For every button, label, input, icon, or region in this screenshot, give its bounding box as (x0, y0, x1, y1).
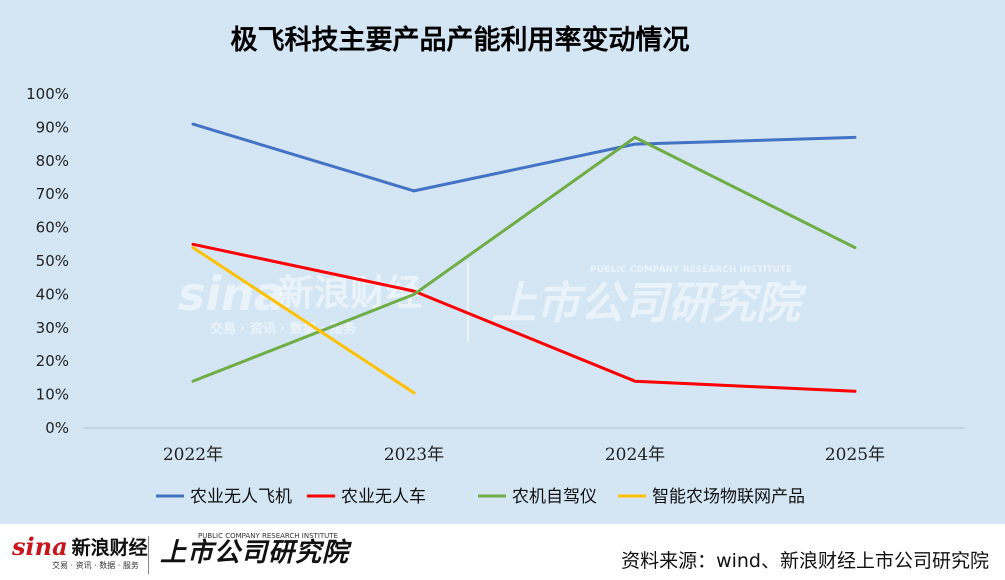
footer (0, 524, 1005, 580)
institute-logo-cn: 上市公司研究院 (160, 538, 350, 568)
institute-logo-en: PUBLIC COMPANY RESEARCH INSTITUTE (198, 532, 338, 540)
legend-label: 农业无人飞机 (190, 487, 292, 507)
series-line-4 (191, 246, 416, 395)
axes: 0% 10% 20% 30% 40% 50% 60% 70% 80% 90% 100% 2022年 20… (26, 85, 965, 465)
x-tick-label: 2025年 (825, 445, 885, 465)
x-tick-label: 2023年 (384, 445, 444, 465)
y-tick-label: 20% (36, 352, 69, 370)
y-tick-label: 70% (36, 185, 69, 203)
watermark-sina: sina (178, 267, 285, 321)
y-tick-label: 30% (36, 319, 69, 337)
series-layer (191, 122, 857, 395)
sina-logo-text: sina (12, 532, 68, 561)
watermark-divider (467, 262, 469, 342)
x-tick-label: 2022年 (163, 445, 223, 465)
x-tick-label: 2024年 (605, 445, 665, 465)
sina-logo: sina 新浪财经 交易 · 资讯 · 数据 · 服务 (12, 532, 148, 570)
watermark-institute-en: PUBLIC COMPANY RESEARCH INSTITUTE (590, 265, 792, 275)
watermark-institute-cn: 上市公司研究院 (492, 278, 807, 329)
legend-label: 智能农场物联网产品 (652, 487, 805, 507)
y-tick-label: 0% (45, 419, 69, 437)
watermark-sina-cn: 新浪财经 (278, 273, 422, 314)
logo-divider (148, 536, 149, 574)
series-line-2 (191, 242, 857, 393)
chart-canvas: sina 新浪财经 交易 · 资讯 · 数据 · 服务 PUBLIC COMPA… (26, 85, 965, 507)
series-line-3 (191, 135, 857, 383)
sina-logo-sub: 交易 · 资讯 · 数据 · 服务 (52, 561, 139, 570)
y-tick-label: 10% (36, 386, 69, 404)
y-tick-label: 80% (36, 152, 69, 170)
y-tick-label: 60% (36, 219, 69, 237)
series-line-1 (191, 122, 857, 193)
legend-label: 农业无人车 (341, 487, 426, 507)
watermark-sina-sub: 交易 · 资讯 · 数据 · 服务 (210, 321, 357, 337)
legend-label: 农机自驾仪 (512, 487, 597, 507)
chart-title: 极飞科技主要产品产能利用率变动情况 (230, 25, 690, 56)
chart-background (0, 0, 1005, 524)
watermark: sina 新浪财经 交易 · 资讯 · 数据 · 服务 PUBLIC COMPA… (178, 262, 807, 342)
y-tick-label: 50% (36, 252, 69, 270)
sina-logo-cn: 新浪财经 (71, 537, 148, 559)
institute-logo: 上市公司研究院 PUBLIC COMPANY RESEARCH INSTITUT… (160, 532, 349, 569)
source-note: 资料来源：wind、新浪财经上市公司研究院 (621, 550, 989, 572)
y-tick-label: 90% (36, 118, 69, 136)
legend: 农业无人飞机 农业无人车 农机自驾仪 智能农场物联网产品 (156, 487, 805, 507)
y-tick-label: 100% (26, 85, 69, 103)
y-tick-label: 40% (36, 285, 69, 303)
